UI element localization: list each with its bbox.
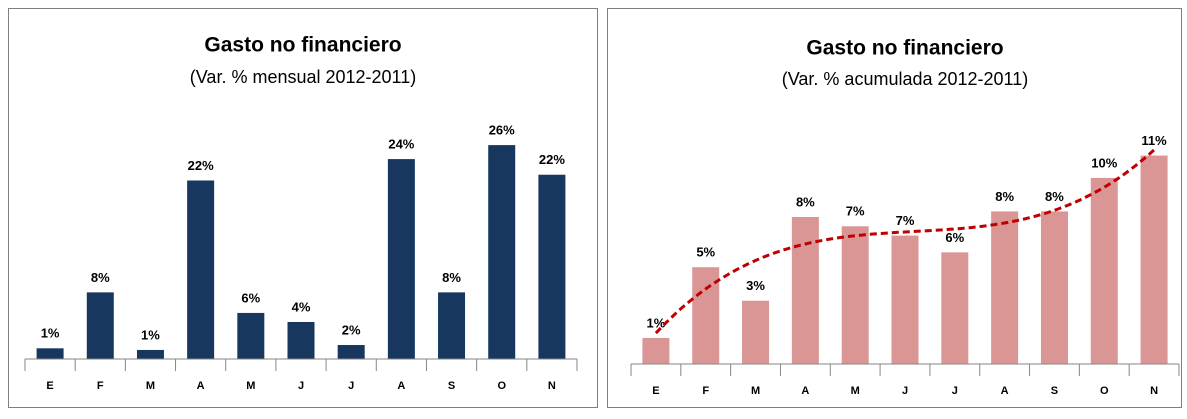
x-tick-label: E	[46, 380, 53, 392]
x-tick-label: F	[702, 385, 709, 397]
bar	[791, 216, 819, 364]
value-label: 10%	[1091, 155, 1117, 170]
x-tick-label: J	[952, 385, 958, 397]
x-tick-label: J	[348, 380, 354, 392]
x-tick-label: O	[497, 380, 506, 392]
bar	[642, 337, 670, 364]
bar	[337, 345, 365, 359]
value-label: 2%	[342, 322, 361, 337]
value-label: 6%	[241, 290, 260, 305]
bar	[86, 292, 114, 359]
value-label: 1%	[647, 315, 666, 330]
trendline	[654, 148, 1156, 335]
x-tick-label: F	[97, 380, 104, 392]
value-label: 3%	[746, 278, 765, 293]
value-label: 8%	[442, 270, 461, 285]
value-label: 22%	[188, 158, 214, 173]
x-tick-label: A	[1001, 385, 1009, 397]
panel-border	[607, 8, 1182, 408]
bar	[538, 174, 566, 359]
bar	[1040, 211, 1068, 364]
value-label: 4%	[292, 299, 311, 314]
chart-title: Gasto no financiero	[806, 37, 1003, 60]
x-tick-label: S	[448, 380, 455, 392]
x-tick-label: M	[246, 380, 255, 392]
value-label: 7%	[846, 204, 865, 219]
value-label: 8%	[796, 194, 815, 209]
value-label: 8%	[1045, 189, 1064, 204]
chart-title: Gasto no financiero	[204, 34, 401, 57]
bar	[287, 321, 315, 359]
chart-subtitle: (Var. % mensual 2012-2011)	[190, 67, 416, 87]
value-label: 22%	[539, 152, 565, 167]
panel-border	[8, 8, 598, 408]
bar	[941, 252, 969, 364]
x-tick-label: M	[851, 385, 860, 397]
x-tick-label: A	[397, 380, 405, 392]
x-tick-label: S	[1051, 385, 1058, 397]
value-label: 6%	[945, 230, 964, 245]
bar	[1140, 155, 1168, 364]
value-label: 8%	[91, 270, 110, 285]
bar	[136, 349, 164, 359]
value-label: 1%	[141, 327, 160, 342]
x-tick-label: M	[751, 385, 760, 397]
x-tick-label: N	[1150, 385, 1158, 397]
value-label: 8%	[995, 189, 1014, 204]
x-tick-label: A	[197, 380, 205, 392]
bar	[1090, 177, 1118, 364]
bar	[488, 145, 516, 359]
value-label: 11%	[1141, 133, 1167, 148]
x-tick-label: J	[902, 385, 908, 397]
value-label: 5%	[696, 245, 715, 260]
x-tick-label: M	[146, 380, 155, 392]
bar	[742, 300, 770, 364]
bar	[991, 211, 1019, 364]
value-label: 7%	[896, 213, 915, 228]
bar	[187, 180, 215, 359]
bar	[237, 312, 265, 359]
bar	[891, 235, 919, 364]
x-tick-label: J	[298, 380, 304, 392]
x-tick-label: E	[652, 385, 659, 397]
x-tick-label: N	[548, 380, 556, 392]
value-label: 26%	[489, 123, 515, 138]
value-label: 1%	[41, 326, 60, 341]
bar	[438, 292, 466, 359]
x-tick-label: A	[801, 385, 809, 397]
bar	[841, 226, 869, 364]
x-tick-label: O	[1100, 385, 1109, 397]
bar	[387, 159, 415, 359]
bar	[36, 348, 64, 359]
value-label: 24%	[388, 137, 414, 152]
chart-subtitle: (Var. % acumulada 2012-2011)	[782, 69, 1028, 89]
